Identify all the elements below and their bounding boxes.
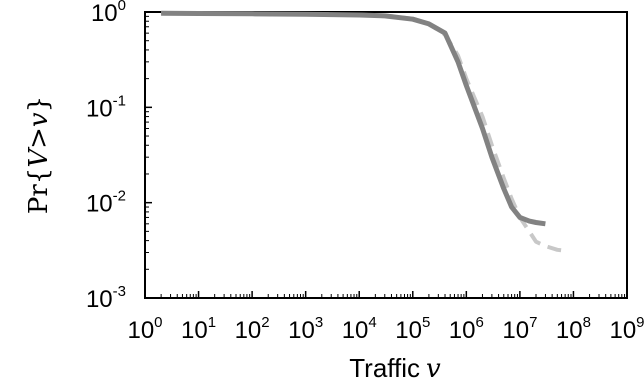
ticks-layer: 100 101 102 103 104 105 106 107 108 10910010-110-… [86,0,644,344]
x-tick-label: 106 [449,314,484,344]
x-axis-label-text: Traffic [349,353,420,383]
plot-frame [144,11,628,299]
y-tick-label: 10-1 [86,92,126,122]
x-tick-label: 109 [609,314,644,344]
x-tick-label-exp: 3 [315,314,323,331]
x-tick-label-base: 10 [127,317,154,344]
y-axis-label-open: { [24,168,54,185]
x-tick-label-base: 10 [449,317,476,344]
x-tick-label: 100 [127,314,162,344]
y-tick-label-exp: -1 [113,92,126,109]
y-tick-label-base: 10 [91,0,118,27]
series-solid-line [161,10,546,227]
y-tick-label-exp: 0 [118,0,126,14]
x-tick-label-exp: 9 [636,314,644,331]
x-tick-label: 104 [342,314,377,344]
y-axis-label: Pr{V>v} [24,96,54,214]
y-tick-label-base: 10 [86,191,113,218]
y-axis-label-expr: V>v [24,112,54,168]
y-tick-label-base: 10 [86,286,113,313]
x-tick-label-exp: 6 [476,314,484,331]
y-tick-label: 10-3 [86,283,126,313]
x-tick-label: 108 [556,314,591,344]
x-axis-label: Traffic v [349,353,441,384]
y-tick-label-exp: -2 [113,188,126,205]
x-tick-label-base: 10 [235,317,262,344]
y-tick-label-exp: -3 [113,283,126,300]
series-layer [161,10,569,254]
x-tick-label-base: 10 [288,317,315,344]
x-tick-label-exp: 8 [583,314,591,331]
x-tick-label-base: 10 [502,317,529,344]
x-axis-label-var: v [426,354,441,384]
y-tick-label: 10-2 [86,188,126,218]
x-tick-label-exp: 4 [368,314,376,331]
x-tick-label-exp: 7 [529,314,537,331]
x-tick-label: 103 [288,314,323,344]
x-tick-label-exp: 5 [422,314,430,331]
y-axis-label-close: } [24,96,54,113]
x-tick-label-base: 10 [395,317,422,344]
series-dashed-line [161,11,569,254]
x-tick-label-base: 10 [556,317,583,344]
x-tick-label-exp: 0 [154,314,162,331]
x-tick-label: 107 [502,314,537,344]
y-tick-label: 100 [91,0,126,27]
x-tick-label: 102 [235,314,270,344]
x-tick-label-base: 10 [342,317,369,344]
x-tick-label-exp: 2 [261,314,269,331]
x-tick-label-base: 10 [609,317,636,344]
y-axis-label-pr: Pr [24,184,54,214]
x-tick-label-base: 10 [181,317,208,344]
x-tick-label: 101 [181,314,216,344]
x-tick-label-exp: 1 [208,314,216,331]
x-tick-label: 105 [395,314,430,344]
y-tick-label-base: 10 [86,95,113,122]
